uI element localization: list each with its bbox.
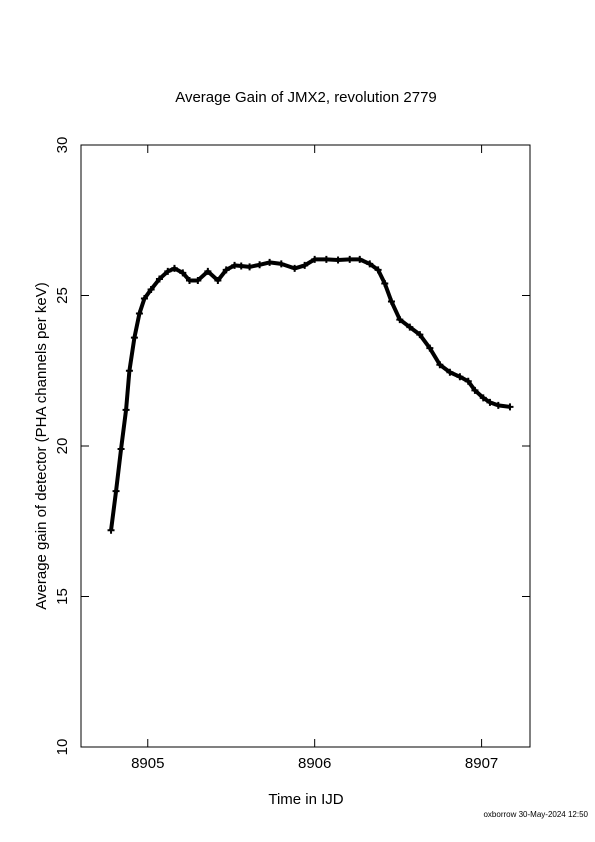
y-tick-label: 20 — [54, 438, 71, 455]
chart-title: Average Gain of JMX2, revolution 2779 — [175, 89, 437, 106]
x-tick-label: 8906 — [298, 755, 331, 772]
x-tick-label: 8905 — [131, 755, 164, 772]
x-axis-label: Time in IJD — [268, 791, 343, 808]
plot-frame — [80, 144, 531, 748]
x-tick-label: 8907 — [465, 755, 498, 772]
y-tick-label: 30 — [54, 137, 71, 154]
footer: oxborrow 30-May-2024 12:50 — [483, 810, 588, 819]
y-tick-label: 10 — [54, 739, 71, 756]
data-line — [109, 257, 511, 531]
y-axis-label: Average gain of detector (PHA channels p… — [33, 282, 50, 609]
y-tick-label: 25 — [54, 287, 71, 304]
y-tick-label: 15 — [54, 588, 71, 605]
